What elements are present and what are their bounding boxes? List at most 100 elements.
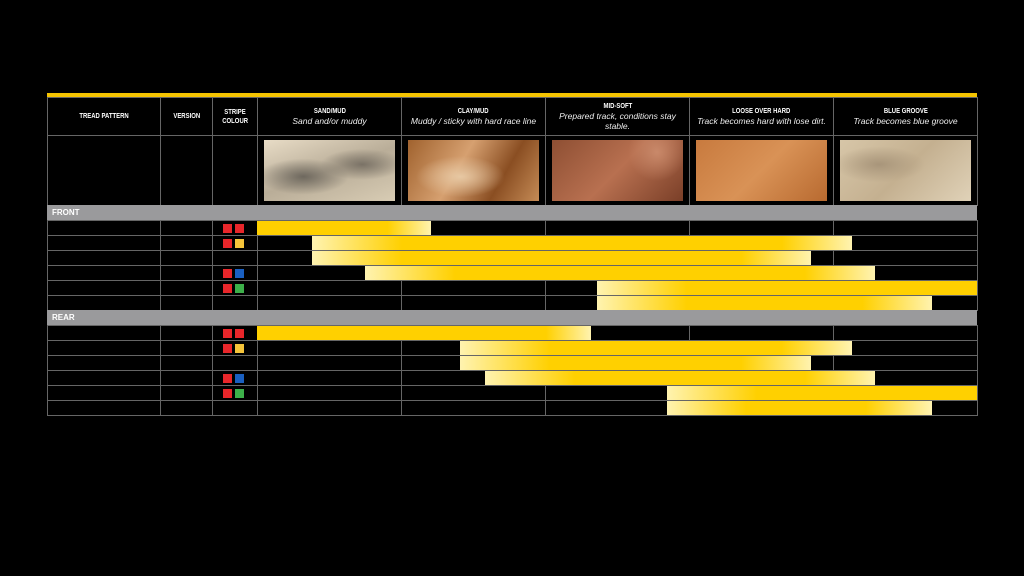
suitability-bar-front-4 [365,266,875,280]
table-cell [47,220,161,236]
surface-image-clay [408,140,539,201]
table-cell [689,325,834,341]
table-cell [833,355,978,371]
table-cell [160,355,213,371]
header-title: TREAD PATTERN [79,113,129,120]
stripe-green-swatch [235,389,244,398]
table-cell [47,400,161,416]
table-cell [401,400,546,416]
surface-title: SAND/MUD [313,108,346,115]
table-cell [160,250,213,266]
table-cell [212,370,258,386]
table-cell [212,250,258,266]
suitability-bar-rear-6 [667,401,933,415]
suitability-bar-front-3 [311,251,812,265]
stripe-green-swatch [235,284,244,293]
header-tread-pattern: TREAD PATTERN [47,97,161,136]
table-cell [545,220,690,236]
table-cell [257,370,402,386]
header-surface: LOOSE OVER HARD Track becomes hard with l… [689,97,834,136]
table-cell [47,295,161,311]
surface-image-cell [545,135,690,206]
table-cell [212,265,258,281]
table-cell [47,250,161,266]
accent-bar [47,93,977,97]
table-cell [833,235,978,251]
suitability-bar-rear-2 [460,341,852,355]
table-cell [47,265,161,281]
table-cell [160,370,213,386]
table-cell [160,400,213,416]
stripe-red-swatch [235,329,244,338]
suitability-bar-front-6 [596,296,933,310]
table-cell [212,385,258,401]
table-cell [257,295,402,311]
surface-image-soil [552,140,683,201]
image-cell-empty [47,135,161,206]
stripe-red-swatch [223,239,232,248]
surface-subtitle: Muddy / sticky with hard race line [410,116,537,126]
surface-title: MID-SOFT [603,103,632,110]
table-cell [257,385,402,401]
table-cell [160,295,213,311]
stripe-red-swatch [223,329,232,338]
table-cell [47,385,161,401]
table-cell [160,340,213,356]
table-cell [160,265,213,281]
stripe-yellow-swatch [235,239,244,248]
table-cell [212,280,258,296]
suitability-bar-front-5 [596,281,977,295]
table-cell [212,220,258,236]
stripe-red-swatch [223,269,232,278]
table-cell [212,325,258,341]
table-cell [257,340,402,356]
header-surface: MID-SOFT Prepared track, conditions stay … [545,97,690,136]
table-cell [257,355,402,371]
stripe-red-swatch [235,224,244,233]
surface-title: CLAY/MUD [458,108,489,115]
table-cell [401,385,546,401]
header-surface: SAND/MUD Sand and/or muddy [257,97,402,136]
header-surface: BLUE GROOVE Track becomes blue groove [833,97,978,136]
section-band-front: FRONT [47,205,977,220]
suitability-bar-rear-4 [484,371,875,385]
stripe-blue-swatch [235,374,244,383]
image-cell-empty [212,135,258,206]
surface-image-cell [833,135,978,206]
header-version: VERSION [160,97,213,136]
stripe-red-swatch [223,344,232,353]
suitability-bar-rear-3 [460,356,812,370]
table-cell [160,385,213,401]
surface-subtitle: Prepared track, conditions stay stable. [559,111,676,131]
table-cell [47,235,161,251]
header-stripe-colour: STRIPE COLOUR [212,97,258,136]
surface-subtitle: Track becomes blue groove [853,116,958,126]
table-cell [212,295,258,311]
suitability-bar-front-2 [311,236,852,250]
table-cell [257,280,402,296]
surface-title: BLUE GROOVE [883,108,928,115]
table-cell [47,340,161,356]
table-cell [212,355,258,371]
surface-image-cell [689,135,834,206]
table-cell [160,325,213,341]
stripe-red-swatch [223,389,232,398]
suitability-bar-rear-1 [257,326,592,340]
table-cell [833,220,978,236]
table-cell [212,340,258,356]
header-title: VERSION [173,113,200,120]
stripe-red-swatch [223,284,232,293]
table-cell [833,340,978,356]
suitability-bar-rear-5 [667,386,977,400]
stripe-red-swatch [223,224,232,233]
table-cell [401,280,546,296]
table-cell [160,235,213,251]
header-surface: CLAY/MUD Muddy / sticky with hard race li… [401,97,546,136]
surface-image-groove [840,140,971,201]
surface-image-cell [401,135,546,206]
header-title: STRIPE COLOUR [222,108,249,125]
surface-subtitle: Sand and/or muddy [292,116,367,126]
surface-image-dirt [696,140,827,201]
table-cell [160,220,213,236]
surface-subtitle: Track becomes hard with lose dirt. [697,116,826,126]
